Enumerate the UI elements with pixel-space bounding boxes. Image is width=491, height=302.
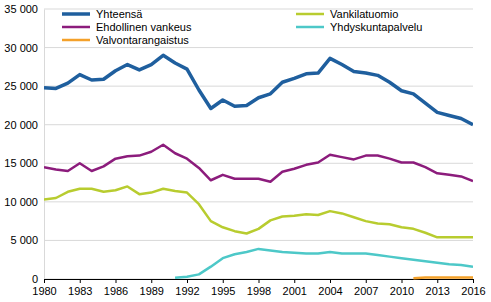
- legend-label: Yhteensä: [96, 8, 143, 20]
- y-tick-label: 15 000: [4, 157, 38, 169]
- x-tick-label: 2004: [318, 285, 342, 297]
- y-tick: 20 000: [4, 119, 44, 131]
- x-tick-mark: [437, 279, 438, 283]
- x-tick-mark: [402, 279, 403, 283]
- x-tick: 1995: [211, 279, 235, 297]
- x-tick: 1980: [32, 279, 56, 297]
- x-tick-mark: [187, 279, 188, 283]
- x-tick: 2004: [318, 279, 342, 297]
- y-axis: 0 5 000 10 000 15 000 20 000 25 000 30 000 35 0…: [4, 3, 44, 285]
- x-tick: 2010: [390, 279, 414, 297]
- series-line: [175, 249, 473, 278]
- legend-swatch: [62, 26, 90, 29]
- x-tick-label: 2013: [426, 285, 450, 297]
- legend-label: Vankilatuomio: [330, 8, 398, 20]
- legend: Yhteensä Vankilatuomio Ehdollinen vankeus Y…: [62, 8, 422, 46]
- grid-line: [44, 201, 473, 202]
- grid-line: [44, 47, 473, 48]
- y-tick: 15 000: [4, 157, 44, 169]
- y-tick: 30 000: [4, 42, 44, 54]
- x-tick-label: 2001: [283, 285, 307, 297]
- y-tick-label: 0: [32, 273, 38, 285]
- x-tick-label: 2010: [390, 285, 414, 297]
- x-tick-label: 2016: [461, 285, 485, 297]
- x-tick: 2016: [461, 279, 485, 297]
- x-axis: 1980 1983 1986 1989 1992 1995 1998 2001 2004 2007…: [32, 279, 485, 297]
- x-tick-label: 1998: [247, 285, 271, 297]
- series-line: [44, 55, 473, 124]
- x-axis-line: [45, 280, 474, 284]
- chart: 0 5 000 10 000 15 000 20 000 25 000 30 000 35 0…: [0, 0, 491, 302]
- x-tick-mark: [44, 279, 45, 283]
- legend-label: Yhdyskuntapalvelu: [330, 21, 422, 33]
- x-tick-mark: [366, 279, 367, 283]
- legend-item: Yhteensä: [62, 8, 143, 20]
- legend-item: Yhdyskuntapalvelu: [296, 21, 422, 33]
- x-tick-label: 1992: [175, 285, 199, 297]
- x-tick-label: 1980: [32, 285, 56, 297]
- y-axis-line: [44, 10, 45, 280]
- y-tick-label: 10 000: [4, 196, 38, 208]
- y-tick-label: 5 000: [10, 234, 38, 246]
- y-tick-label: 20 000: [4, 119, 38, 131]
- x-tick-label: 2007: [354, 285, 378, 297]
- y-tick-label: 35 000: [4, 3, 38, 15]
- y-tick: 5 000: [10, 234, 44, 246]
- x-tick-mark: [259, 279, 260, 283]
- x-tick: 1983: [68, 279, 92, 297]
- legend-swatch: [62, 12, 90, 16]
- legend-label: Valvontarangaistus: [96, 34, 189, 46]
- x-tick-mark: [330, 279, 331, 283]
- x-tick-mark: [294, 279, 295, 283]
- x-tick-label: 1989: [140, 285, 164, 297]
- lines: [44, 55, 473, 278]
- x-tick-mark: [473, 279, 474, 283]
- x-tick: 2013: [426, 279, 450, 297]
- x-tick: 2001: [283, 279, 307, 297]
- x-tick-label: 1983: [68, 285, 92, 297]
- plot: 0 5 000 10 000 15 000 20 000 25 000 30 000 35 0…: [4, 3, 485, 297]
- x-tick: 1989: [140, 279, 164, 297]
- x-tick-mark: [223, 279, 224, 283]
- grid-line: [44, 86, 473, 87]
- x-tick: 1998: [247, 279, 271, 297]
- y-tick-label: 25 000: [4, 80, 38, 92]
- grid-line: [44, 240, 473, 241]
- y-tick: 0: [32, 273, 44, 285]
- y-tick: 35 000: [4, 3, 44, 15]
- x-tick-label: 1986: [104, 285, 128, 297]
- series-line: [413, 276, 473, 279]
- y-tick-label: 30 000: [4, 42, 38, 54]
- x-tick-label: 1995: [211, 285, 235, 297]
- x-tick: 1986: [104, 279, 128, 297]
- legend-item: Vankilatuomio: [296, 8, 398, 20]
- x-tick-mark: [80, 279, 81, 283]
- x-tick-mark: [151, 279, 152, 283]
- x-tick: 1992: [175, 279, 199, 297]
- series-line: [44, 186, 473, 237]
- legend-swatch: [296, 13, 324, 16]
- x-tick-mark: [116, 279, 117, 283]
- legend-swatch: [296, 26, 324, 29]
- series-line: [44, 145, 473, 182]
- y-tick: 25 000: [4, 80, 44, 92]
- grid-line: [44, 124, 473, 125]
- y-tick: 10 000: [4, 196, 44, 208]
- legend-item: Valvontarangaistus: [62, 34, 189, 46]
- legend-label: Ehdollinen vankeus: [96, 21, 192, 33]
- legend-item: Ehdollinen vankeus: [62, 21, 192, 33]
- x-tick: 2007: [354, 279, 378, 297]
- legend-swatch: [62, 39, 90, 42]
- grid: [44, 9, 473, 279]
